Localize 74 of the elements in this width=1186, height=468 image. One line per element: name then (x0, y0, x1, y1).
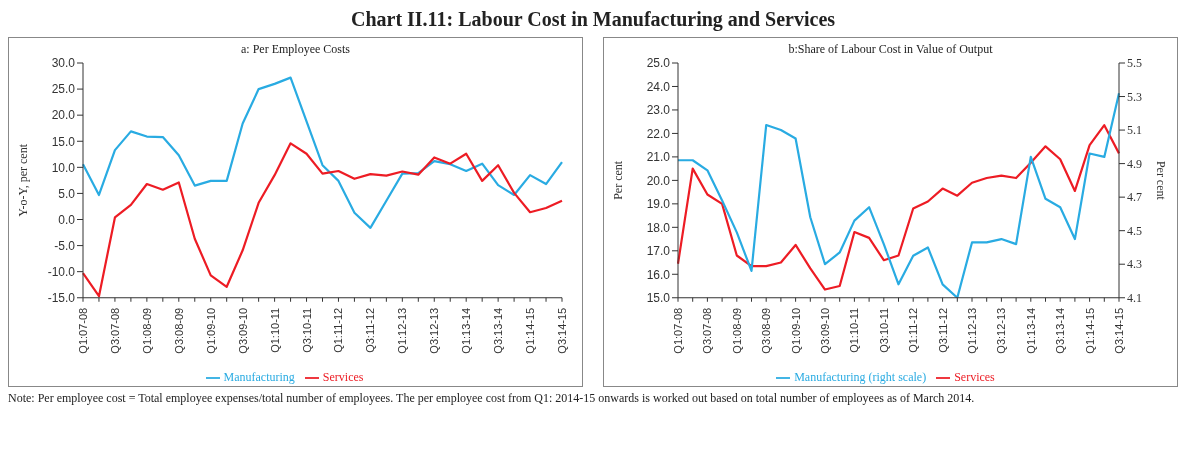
y-tick-label: 23.0 (646, 103, 671, 118)
y-axis-title: Per cent (611, 160, 626, 200)
y-tick-label: -5.0 (54, 238, 76, 253)
x-tick-label: Q1:12-13 (966, 307, 978, 354)
y-tick-label: 15.0 (51, 134, 76, 149)
y2-tick-label: 5.5 (1127, 56, 1142, 71)
x-tick-label: Q1:11-12 (907, 307, 920, 353)
x-tick-label: Q1:08-09 (140, 307, 153, 354)
x-tick-label: Q1:08-09 (730, 307, 743, 354)
x-tick-label: Q1:14-15 (1083, 307, 1096, 354)
line-series (81, 76, 564, 229)
text: Note: Per employee cost = Total employee expenses/total number of employees. The per employee cost from Q1: 2014-15 onwards is worked out based on total number of employees as of March 2014. (8, 391, 976, 406)
y-tick-label: 22.0 (646, 126, 671, 141)
x-tick-label: Q1:13-14 (460, 307, 473, 354)
y2-tick-label: 4.3 (1127, 257, 1142, 272)
legend-label: Services (954, 369, 995, 384)
x-tick-label: Q1:13-14 (1024, 307, 1037, 354)
y-tick-label: 20.0 (51, 108, 76, 123)
x-tick-label: Q3:12-13 (428, 307, 441, 354)
y-tick-label: 25.0 (51, 82, 76, 97)
x-tick-label: Q1:07-08 (672, 307, 684, 354)
y-tick-label: 0.0 (58, 212, 76, 227)
y-tick-label: 21.0 (646, 150, 671, 165)
y-tick-label: 15.0 (646, 291, 671, 306)
x-tick-label: Q3:14-15 (1113, 307, 1125, 354)
y-tick-label: 10.0 (51, 160, 76, 175)
x-tick-label: Q1:14-15 (524, 307, 537, 354)
y-tick-label: 19.0 (646, 197, 671, 212)
x-tick-label: Q3:09-10 (819, 307, 831, 354)
x-tick-label: Q3:09-10 (236, 307, 249, 354)
x-tick-label: Q3:10-11 (300, 307, 313, 353)
x-tick-label: Q3:13-14 (1054, 307, 1067, 354)
x-tick-label: Q1:09-10 (789, 307, 802, 354)
y-tick-label: -10.0 (47, 264, 76, 279)
x-tick-label: Q1:11-12 (332, 307, 345, 353)
x-tick-label: Q3:07-08 (108, 307, 121, 354)
legend-label: Services (322, 369, 364, 384)
x-tick-label: Q3:11-12 (936, 307, 949, 353)
chart-subtitle: a: Per Employee Costs (240, 42, 351, 57)
y-tick-label: -15.0 (47, 291, 76, 306)
y2-tick-label: 5.3 (1127, 89, 1142, 104)
chart-subtitle: b:Share of Labour Cost in Value of Output (787, 42, 994, 57)
y2-tick-label: 4.5 (1127, 223, 1142, 238)
y2-tick-label: 5.1 (1127, 123, 1142, 138)
x-tick-label: Q1:12-13 (396, 307, 409, 354)
y-tick-label: 25.0 (646, 56, 671, 71)
legend-label: Manufacturing (223, 369, 295, 384)
x-tick-label: Q1:07-08 (77, 307, 89, 354)
y-tick-label: 17.0 (646, 244, 671, 259)
y2-tick-label: 4.1 (1127, 291, 1142, 306)
x-tick-label: Q1:10-11 (848, 307, 861, 353)
y2-tick-label: 4.9 (1127, 156, 1142, 171)
chart-title: Chart II.11: Labour Cost in Manufacturing and Services (349, 8, 837, 31)
y2-tick-label: 4.7 (1127, 190, 1142, 205)
x-tick-label: Q3:14-15 (556, 307, 568, 354)
x-tick-label: Q3:11-12 (364, 307, 377, 353)
y-tick-label: 24.0 (646, 79, 671, 94)
line-series (676, 124, 1121, 291)
x-tick-label: Q3:08-09 (172, 307, 185, 354)
x-tick-label: Q1:09-10 (204, 307, 217, 354)
x-tick-label: Q1:10-11 (268, 307, 281, 353)
y2-axis-title: Per cent (1153, 160, 1168, 201)
y-tick-label: 18.0 (646, 220, 671, 235)
x-tick-label: Q3:07-08 (701, 307, 714, 354)
y-tick-label: 30.0 (51, 56, 76, 71)
y-tick-label: 20.0 (646, 173, 671, 188)
x-tick-label: Q3:13-14 (492, 307, 505, 354)
y-tick-label: 5.0 (58, 186, 76, 201)
y-axis-title: Y-o-Y, per cent (16, 143, 31, 217)
x-tick-label: Q3:12-13 (995, 307, 1008, 354)
y-tick-label: 16.0 (646, 267, 671, 282)
x-tick-label: Q3:08-09 (760, 307, 773, 354)
x-tick-label: Q3:10-11 (877, 307, 890, 353)
legend-label: Manufacturing (right scale) (794, 369, 927, 384)
